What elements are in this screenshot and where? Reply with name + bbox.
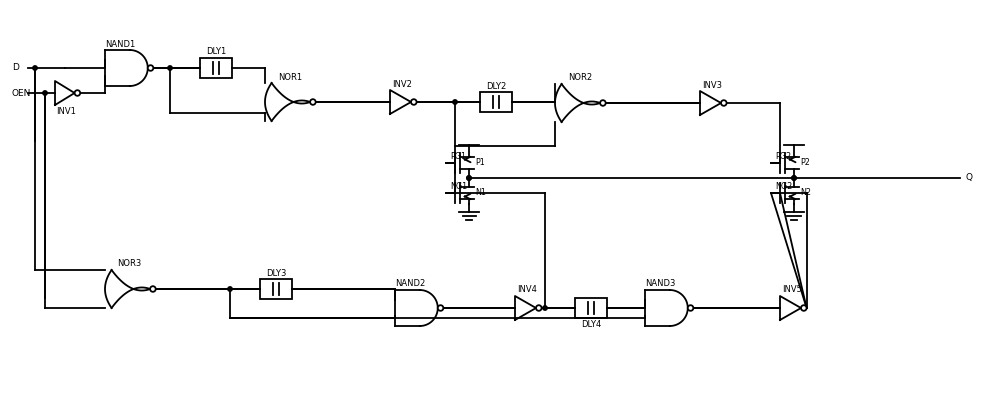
Bar bbox=[200, 58, 232, 78]
Circle shape bbox=[150, 286, 156, 292]
Circle shape bbox=[688, 305, 693, 311]
Text: D: D bbox=[12, 64, 19, 72]
Circle shape bbox=[467, 176, 471, 180]
Text: NAND2: NAND2 bbox=[396, 279, 426, 289]
Circle shape bbox=[228, 287, 232, 291]
Bar bbox=[260, 279, 292, 299]
Text: PG2: PG2 bbox=[775, 152, 791, 162]
Text: INV5: INV5 bbox=[782, 285, 802, 295]
Text: OEN: OEN bbox=[12, 88, 31, 98]
Text: NOR2: NOR2 bbox=[568, 74, 592, 82]
Text: P2: P2 bbox=[800, 158, 810, 168]
Text: NG1: NG1 bbox=[450, 183, 467, 191]
Circle shape bbox=[75, 90, 80, 96]
Circle shape bbox=[453, 100, 457, 104]
Circle shape bbox=[721, 100, 727, 106]
Bar bbox=[480, 92, 512, 112]
Text: INV4: INV4 bbox=[517, 285, 537, 295]
Text: NOR1: NOR1 bbox=[278, 72, 302, 82]
Text: N2: N2 bbox=[800, 189, 811, 197]
Text: NOR3: NOR3 bbox=[118, 259, 142, 269]
Text: NG2: NG2 bbox=[775, 183, 792, 191]
Text: DLY2: DLY2 bbox=[486, 82, 506, 90]
Text: INV3: INV3 bbox=[702, 80, 722, 90]
Circle shape bbox=[801, 305, 807, 311]
Circle shape bbox=[310, 99, 316, 105]
Text: PG1: PG1 bbox=[450, 152, 466, 162]
Text: Q: Q bbox=[965, 174, 972, 183]
Circle shape bbox=[33, 66, 37, 70]
Text: INV2: INV2 bbox=[392, 80, 412, 88]
Circle shape bbox=[792, 176, 796, 180]
Circle shape bbox=[600, 100, 606, 106]
Text: N1: N1 bbox=[475, 189, 486, 197]
Circle shape bbox=[536, 305, 542, 311]
Circle shape bbox=[43, 91, 47, 95]
Text: NAND1: NAND1 bbox=[106, 39, 136, 49]
Circle shape bbox=[467, 176, 471, 180]
Circle shape bbox=[438, 305, 443, 311]
Text: DLY1: DLY1 bbox=[206, 47, 226, 57]
Text: NAND3: NAND3 bbox=[646, 279, 676, 289]
Text: DLY3: DLY3 bbox=[266, 269, 286, 277]
Circle shape bbox=[411, 99, 417, 105]
Text: INV1: INV1 bbox=[56, 107, 76, 116]
Circle shape bbox=[148, 65, 153, 71]
Text: P1: P1 bbox=[475, 158, 485, 168]
Bar bbox=[575, 298, 607, 318]
Circle shape bbox=[543, 306, 547, 310]
Circle shape bbox=[792, 176, 796, 180]
Text: DLY4: DLY4 bbox=[581, 320, 601, 329]
Circle shape bbox=[168, 66, 172, 70]
